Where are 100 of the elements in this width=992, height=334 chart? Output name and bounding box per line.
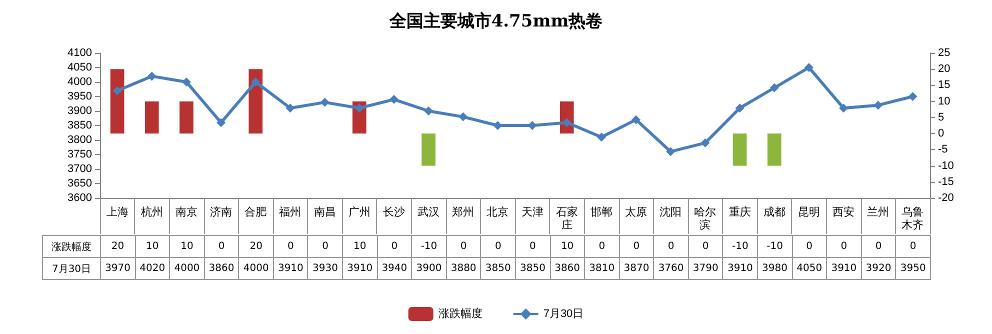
data-label: 3910 <box>826 258 862 280</box>
point <box>216 118 226 128</box>
data-label: -10 <box>412 236 446 258</box>
data-label: 3760 <box>654 258 688 280</box>
y-tick-label: 3600 <box>68 192 92 204</box>
data-label: -10 <box>757 236 792 258</box>
point <box>286 104 295 113</box>
bar <box>732 134 747 166</box>
y2-tick-label: -20 <box>938 192 954 204</box>
y-tick-label: 4100 <box>68 47 92 59</box>
data-label: 3850 <box>480 258 516 280</box>
data-label: 3940 <box>377 258 412 280</box>
x-tick-label: 南京 <box>175 206 198 218</box>
y2-tick-label: 20 <box>938 63 950 76</box>
data-label: 0 <box>308 236 343 258</box>
x-tick-label: 沈阳 <box>660 206 682 218</box>
data-label: 3790 <box>688 258 723 280</box>
data-label: 0 <box>584 236 620 258</box>
y-tick-label: 3750 <box>68 148 92 160</box>
data-label: 0 <box>861 236 896 258</box>
y2-tick-label: 0 <box>938 128 944 140</box>
data-label: 0 <box>515 236 550 258</box>
x-tick-label: 西安 <box>832 206 855 218</box>
point <box>770 83 779 92</box>
x-tick-label: 乌鲁木齐 <box>902 206 924 232</box>
data-label: 10 <box>550 236 585 258</box>
x-tick-label: 重庆 <box>728 206 751 218</box>
y-tick-label: 4000 <box>68 76 92 88</box>
point <box>251 78 260 86</box>
y2-tick-label: -15 <box>938 176 954 188</box>
x-tick-label: 天津 <box>521 206 544 218</box>
data-label: 3810 <box>584 258 620 280</box>
y-tick-label: 3700 <box>68 163 92 175</box>
data-label: 3860 <box>204 258 239 280</box>
data-label: 0 <box>619 236 654 258</box>
data-label: 20 <box>238 236 274 258</box>
data-label: -10 <box>722 236 758 258</box>
data-label: 0 <box>826 236 862 258</box>
data-label: 0 <box>896 236 930 258</box>
y-tick-label: 3800 <box>68 134 92 146</box>
point <box>735 104 744 113</box>
data-label: 0 <box>654 236 688 258</box>
y2-tick-label: 5 <box>938 111 944 124</box>
bar <box>767 134 782 166</box>
data-label: 3910 <box>722 258 758 280</box>
x-tick-label: 广州 <box>348 206 370 218</box>
y-tick-label: 3650 <box>68 178 92 190</box>
point <box>700 138 710 148</box>
data-label: 10 <box>170 236 204 258</box>
text: 7月30日 <box>52 264 92 274</box>
point <box>596 132 606 142</box>
bar <box>144 101 159 134</box>
legend-label: 7月30日 <box>543 308 584 320</box>
x-tick-label: 太原 <box>625 206 648 218</box>
data-label: 3870 <box>619 258 654 280</box>
data-label: 0 <box>792 236 827 258</box>
x-tick-label: 昆明 <box>798 206 820 218</box>
y-tick-label: 3850 <box>68 120 92 132</box>
point <box>320 98 330 107</box>
legend-label: 涨跌幅度 <box>438 307 482 320</box>
data-label: 4050 <box>792 258 827 280</box>
data-label: 0 <box>204 236 239 258</box>
x-tick-label: 哈尔滨 <box>694 206 716 232</box>
point <box>458 112 468 122</box>
y2-tick-label: -5 <box>938 144 948 156</box>
data-label: 10 <box>135 236 170 258</box>
data-label: 4000 <box>238 258 274 280</box>
y2-tick-label: 15 <box>938 79 950 92</box>
bar <box>180 101 194 134</box>
y-tick-label: 3950 <box>68 90 92 102</box>
x-tick-label: 邯郸 <box>590 206 612 218</box>
point <box>632 115 641 124</box>
data-label: 3920 <box>861 258 896 280</box>
text: 涨跌幅度 <box>52 242 92 252</box>
point <box>112 86 122 96</box>
x-tick-label: 杭州 <box>140 206 163 218</box>
x-tick-label: 福州 <box>279 206 302 218</box>
bar <box>248 69 263 134</box>
data-label: 0 <box>377 236 412 258</box>
bar <box>110 69 124 134</box>
point <box>804 63 814 72</box>
point <box>908 92 918 101</box>
data-label: 0 <box>480 236 516 258</box>
data-label: 3880 <box>446 258 481 280</box>
data-label: 3850 <box>515 258 550 280</box>
point <box>182 78 191 86</box>
point <box>354 104 364 113</box>
data-label: 4000 <box>170 258 204 280</box>
y-tick-label: 3900 <box>68 105 92 117</box>
x-tick-label: 长沙 <box>382 206 405 218</box>
bar <box>422 134 436 166</box>
x-tick-label: 合肥 <box>244 206 267 218</box>
data-label: 3910 <box>273 258 308 280</box>
x-tick-label: 兰州 <box>867 206 890 218</box>
data-label: 3970 <box>100 258 136 280</box>
x-tick-label: 北京 <box>486 206 509 218</box>
x-tick-label: 济南 <box>210 206 232 218</box>
data-label: 3980 <box>757 258 792 280</box>
point <box>147 72 156 81</box>
point <box>389 94 398 104</box>
